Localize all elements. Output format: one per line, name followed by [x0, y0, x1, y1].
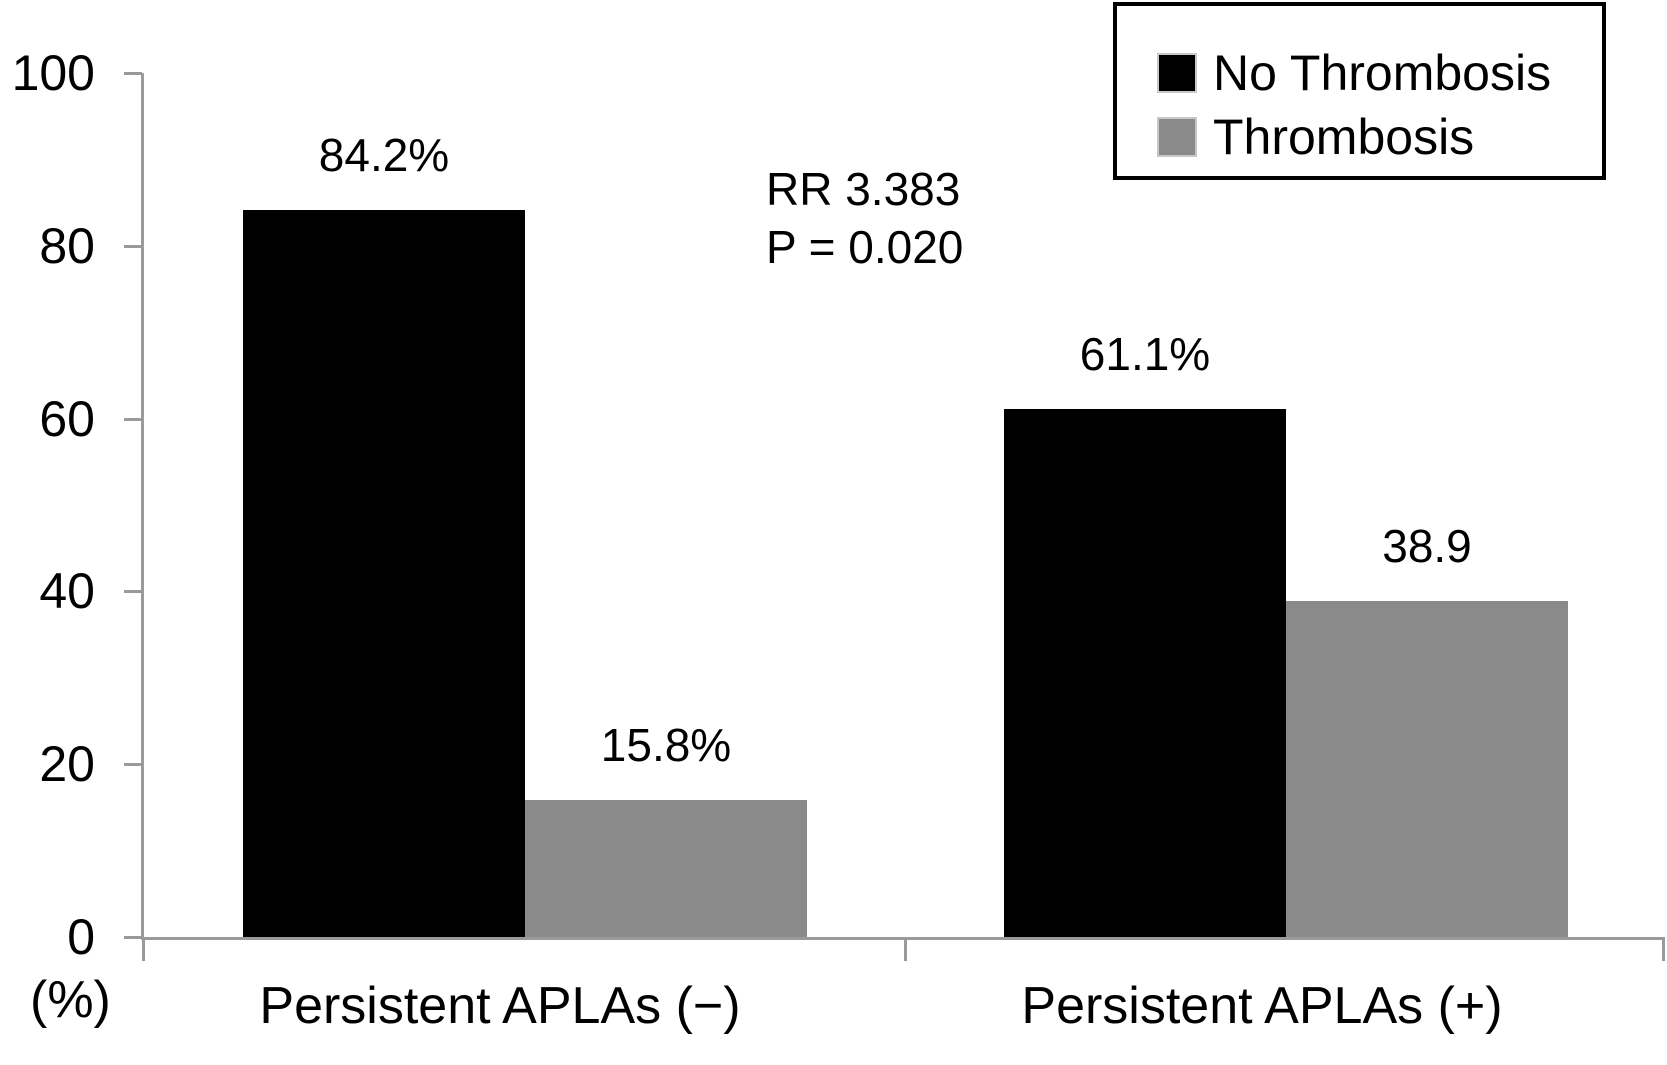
legend: No Thrombosis Thrombosis: [1113, 2, 1606, 180]
bar-value-label-thrombosis-group1: 15.8%: [600, 719, 732, 772]
y-tick-label-80: 80: [39, 217, 95, 274]
annotation-rr: RR 3.383: [766, 163, 961, 215]
bar-no-thrombosis-group1: [243, 209, 525, 937]
y-tick-0: [124, 936, 142, 939]
legend-swatch-black-icon: [1157, 53, 1197, 93]
y-tick-40: [124, 590, 142, 594]
y-tick-20: [124, 763, 142, 767]
category-label-group2: Persistent APLAs (+): [1021, 977, 1503, 1035]
y-tick-label-20: 20: [39, 736, 95, 793]
y-axis-line: [141, 73, 144, 940]
y-tick-100: [124, 72, 142, 75]
bar-value-label-thrombosis-group2: 38.9: [1382, 519, 1472, 572]
bar-value-label-no-thrombosis-group2: 61.1%: [1079, 328, 1211, 381]
y-tick-80: [124, 244, 142, 248]
legend-label: No Thrombosis: [1213, 45, 1552, 101]
bar-no-thrombosis-group2: [1004, 409, 1286, 937]
y-tick-label-40: 40: [39, 563, 95, 620]
y-tick-60: [124, 417, 142, 421]
y-tick-label-0: 0: [67, 909, 95, 965]
bar-thrombosis-group2: [1286, 600, 1568, 937]
legend-item-no-thrombosis: No Thrombosis: [1157, 48, 1602, 98]
stat-annotation: RR 3.383 P = 0.020: [766, 160, 963, 276]
y-axis-unit-label: (%): [30, 971, 111, 1029]
legend-swatch-gray-icon: [1157, 117, 1197, 157]
x-axis-line: [141, 937, 1665, 940]
x-tick-1: [904, 940, 907, 961]
y-tick-label-60: 60: [39, 390, 95, 447]
bar-value-label-no-thrombosis-group1: 84.2%: [318, 128, 450, 181]
bar-thrombosis-group1: [525, 800, 807, 937]
x-tick-2: [1662, 940, 1665, 961]
legend-item-thrombosis: Thrombosis: [1157, 112, 1602, 162]
x-tick-0: [142, 940, 145, 961]
category-label-group1: Persistent APLAs (−): [259, 977, 741, 1035]
annotation-pvalue: P = 0.020: [766, 221, 964, 273]
legend-label: Thrombosis: [1213, 109, 1475, 165]
y-tick-label-100: 100: [11, 45, 95, 101]
